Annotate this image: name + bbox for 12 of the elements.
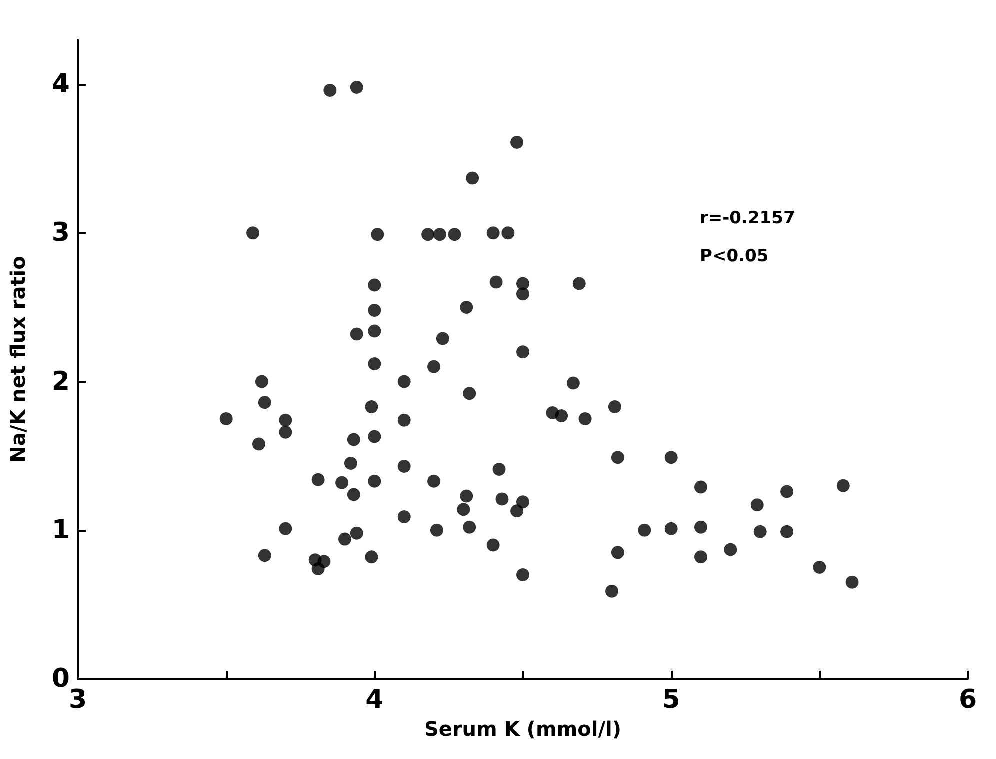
y-tick-label: 3 [52, 218, 70, 248]
y-axis-title: Na/K net flux ratio [6, 256, 30, 463]
x-tick-label: 6 [958, 685, 978, 715]
annotation: P<0.05 [700, 246, 769, 266]
y-tick-label: 2 [52, 366, 70, 397]
y-tick-label: 4 [52, 70, 70, 100]
annotation: r=-0.2157 [700, 208, 796, 228]
x-axis-title: Serum K (mmol/l) [424, 717, 622, 741]
y-tick-label: 1 [52, 515, 70, 546]
y-tick-label: 0 [52, 664, 70, 694]
x-tick-label: 5 [662, 685, 680, 715]
x-tick-label: 4 [366, 685, 384, 715]
